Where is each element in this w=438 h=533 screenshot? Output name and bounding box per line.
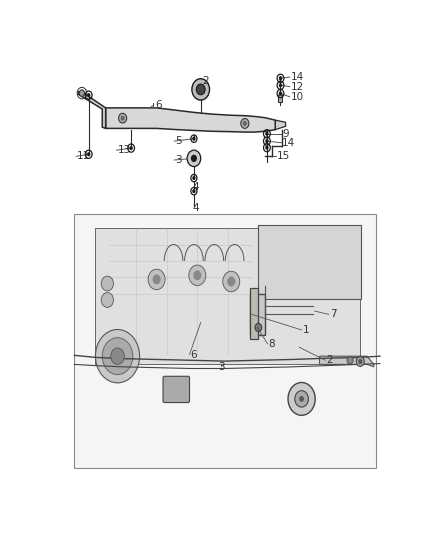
Circle shape [191, 155, 197, 162]
Circle shape [279, 76, 282, 80]
Circle shape [223, 271, 240, 292]
FancyBboxPatch shape [95, 228, 360, 364]
Polygon shape [250, 294, 265, 335]
Circle shape [193, 270, 201, 280]
Circle shape [288, 383, 315, 415]
Polygon shape [106, 108, 276, 132]
FancyBboxPatch shape [74, 214, 376, 468]
Text: 14: 14 [291, 72, 304, 82]
Circle shape [192, 189, 196, 193]
Text: 6: 6 [155, 100, 162, 110]
Circle shape [87, 93, 90, 97]
Circle shape [241, 118, 249, 128]
Circle shape [119, 113, 127, 123]
Polygon shape [78, 92, 106, 128]
Text: 2: 2 [326, 356, 333, 365]
Circle shape [129, 146, 133, 150]
Circle shape [255, 324, 262, 332]
Circle shape [102, 338, 133, 375]
Text: 6: 6 [191, 350, 197, 360]
FancyBboxPatch shape [279, 95, 283, 102]
Circle shape [192, 136, 196, 141]
Circle shape [265, 139, 268, 143]
Text: 8: 8 [268, 339, 275, 349]
Polygon shape [250, 288, 258, 339]
Circle shape [227, 277, 235, 286]
Circle shape [152, 274, 161, 284]
Circle shape [148, 269, 165, 290]
Circle shape [79, 90, 85, 96]
Text: 7: 7 [330, 309, 336, 319]
Circle shape [101, 276, 113, 291]
Circle shape [95, 329, 140, 383]
Circle shape [347, 357, 353, 364]
Circle shape [279, 92, 282, 95]
Circle shape [87, 152, 90, 156]
Text: 10: 10 [291, 92, 304, 102]
Text: 4: 4 [192, 182, 199, 192]
Circle shape [111, 348, 124, 365]
Text: 12: 12 [291, 82, 304, 92]
Circle shape [358, 359, 362, 364]
Text: 4: 4 [192, 203, 199, 213]
Circle shape [299, 396, 304, 402]
Circle shape [192, 176, 196, 180]
FancyBboxPatch shape [258, 225, 361, 298]
Circle shape [192, 79, 209, 100]
Text: 15: 15 [277, 151, 290, 161]
Circle shape [120, 116, 125, 120]
Circle shape [196, 84, 205, 95]
Text: 11: 11 [77, 151, 90, 161]
Circle shape [243, 121, 247, 126]
Text: 3: 3 [218, 362, 224, 372]
Text: 13: 13 [117, 145, 131, 155]
Circle shape [265, 146, 268, 150]
Circle shape [187, 150, 201, 166]
Text: 3: 3 [175, 155, 182, 165]
Circle shape [279, 83, 282, 87]
FancyBboxPatch shape [163, 376, 190, 402]
Text: 14: 14 [282, 138, 296, 148]
Circle shape [101, 293, 113, 308]
Circle shape [295, 391, 308, 407]
Text: 5: 5 [175, 136, 182, 146]
Text: 9: 9 [282, 129, 289, 139]
Polygon shape [320, 356, 374, 367]
Circle shape [189, 265, 206, 286]
Text: 2: 2 [202, 76, 209, 86]
Polygon shape [276, 120, 286, 130]
Text: 1: 1 [303, 325, 309, 335]
Circle shape [356, 357, 364, 366]
Circle shape [265, 132, 268, 136]
